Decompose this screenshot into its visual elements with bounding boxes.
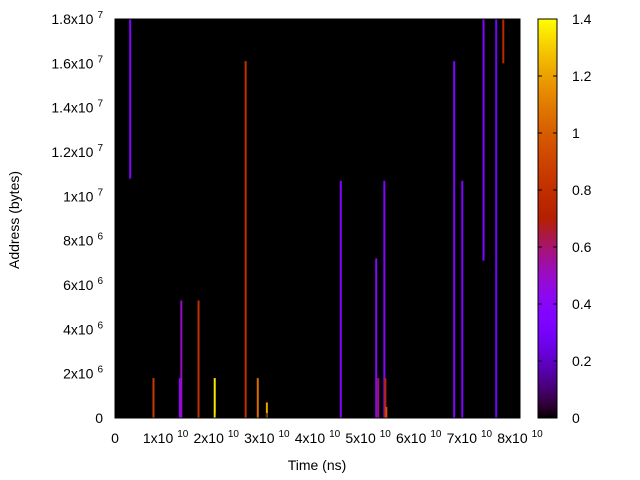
plot-area: [114, 18, 521, 419]
y-tick-label: 1.2x10 7: [51, 143, 103, 160]
y-tick-label: 0: [95, 410, 103, 426]
colorbar-gradient: [537, 18, 558, 419]
x-tick-label: 5x10 10: [345, 429, 391, 446]
data-segment: [197, 300, 200, 418]
data-segment: [213, 378, 216, 418]
data-segment: [178, 378, 181, 418]
x-tick-label: 0: [111, 430, 119, 446]
plot-background: [115, 19, 520, 418]
colorbar-tick-label: 0: [572, 410, 580, 426]
x-tick-label: 1x10 10: [143, 429, 189, 446]
x-axis-label: Time (ns): [288, 457, 347, 473]
data-segment: [384, 378, 387, 418]
data-segment: [377, 378, 380, 418]
colorbar-tick-label: 1.4: [572, 11, 592, 27]
data-segment: [482, 19, 485, 261]
y-tick-label: 2x10 6: [63, 365, 103, 382]
x-tick-label: 7x10 10: [447, 429, 493, 446]
data-segment: [339, 180, 342, 418]
data-segment: [502, 19, 505, 64]
colorbar-tick-label: 1.2: [572, 68, 592, 84]
colorbar: 0 0.2 0.4 0.6 0.8 1 1.2 1.4: [537, 11, 592, 426]
data-segment: [383, 180, 386, 418]
y-tick-label: 1.4x10 7: [51, 99, 103, 116]
y-axis-label: Address (bytes): [6, 171, 22, 269]
y-axis-ticks: 0 2x10 6 4x10 6 6x10 6 8x10 6 1x10 7 1.2x10 7 1.4x10 7…: [51, 10, 520, 426]
y-tick-label: 1.6x10 7: [51, 54, 103, 71]
data-segment: [180, 300, 183, 418]
y-tick-label: 6x10 6: [63, 276, 103, 293]
data-segment: [129, 19, 132, 179]
y-tick-label: 1.8x10 7: [51, 10, 103, 27]
x-tick-label: 8x10 10: [497, 429, 543, 446]
data-segment: [495, 19, 498, 418]
x-tick-label: 4x10 10: [295, 429, 341, 446]
data-segment: [375, 258, 378, 418]
colorbar-tick-label: 1: [572, 125, 580, 141]
data-segment: [152, 378, 155, 418]
colorbar-tick-label: 0.6: [572, 239, 592, 255]
data-segment: [385, 406, 388, 418]
colorbar-tick-label: 0.4: [572, 296, 592, 312]
colorbar-tick-label: 0.8: [572, 182, 592, 198]
x-tick-label: 3x10 10: [244, 429, 290, 446]
y-tick-label: 8x10 6: [63, 232, 103, 249]
data-segment: [244, 61, 247, 418]
x-tick-label: 6x10 10: [396, 429, 442, 446]
x-tick-label: 2x10 10: [194, 429, 240, 446]
data-segment: [256, 378, 259, 418]
y-tick-label: 1x10 7: [63, 187, 103, 204]
x-axis-ticks: 0 1x10 10 2x10 10 3x10 10 4x10 10 5x10 10 6x10 10 7x1…: [111, 19, 543, 446]
data-segment: [461, 180, 464, 418]
data-segment: [453, 61, 456, 418]
data-segment: [265, 402, 268, 418]
colorbar-tick-label: 0.2: [572, 353, 592, 369]
y-tick-label: 4x10 6: [63, 320, 103, 337]
